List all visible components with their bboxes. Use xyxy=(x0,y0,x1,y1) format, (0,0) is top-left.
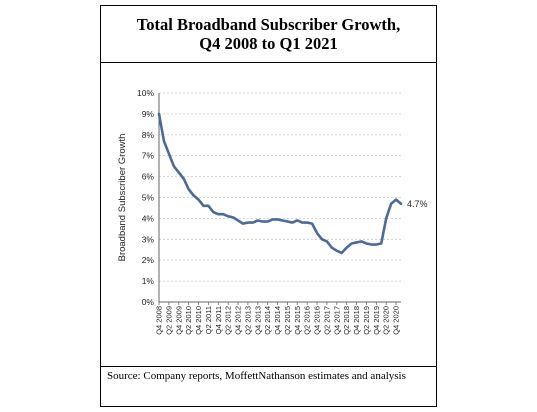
x-tick-label: Q4 2015 xyxy=(293,306,302,335)
labels-layer: 0%1%2%3%4%5%6%7%8%9%10%Q4 2008 Q2 2009 Q4 … xyxy=(117,88,428,335)
gridlines xyxy=(159,92,401,282)
y-tick-label: 6% xyxy=(142,172,155,182)
x-tick-label: Q2 2018 xyxy=(342,306,351,335)
chart-title-box: Total Broadband Subscriber Growth, Q4 20… xyxy=(101,6,436,63)
y-tick-label: 9% xyxy=(142,109,155,119)
x-tick-label: Q2 2012 xyxy=(224,306,233,335)
y-tick-label: 1% xyxy=(142,276,155,286)
x-tick-label: Q4 2020 xyxy=(392,306,401,335)
x-tick-label: Q2 2013 xyxy=(243,306,252,335)
y-axis-title: Broadband Subscriber Growth xyxy=(117,134,128,262)
x-tick-label: Q2 2016 xyxy=(303,306,312,335)
x-tick-label: Q2 2015 xyxy=(283,306,292,335)
x-tick-label: Q2 2014 xyxy=(263,306,272,335)
x-tick-label: Q2 2010 xyxy=(184,306,193,335)
chart-title: Total Broadband Subscriber Growth, Q4 20… xyxy=(133,15,404,53)
chart-frame: Total Broadband Subscriber Growth, Q4 20… xyxy=(100,5,437,407)
x-tick-label: Q4 2014 xyxy=(273,306,282,335)
x-tick-label: Q4 2009 xyxy=(174,306,183,335)
x-tick-label: Q4 2010 xyxy=(194,306,203,335)
y-tick-label: 4% xyxy=(142,213,155,223)
chart-title-line-1: Total Broadband Subscriber Growth, xyxy=(136,15,401,34)
x-tick-label: Q4 2016 xyxy=(313,306,322,335)
x-tick-label: Q2 2011 xyxy=(204,306,213,334)
x-tick-label: Q4 2011 xyxy=(214,306,223,334)
axes xyxy=(158,93,401,305)
y-tick-label: 0% xyxy=(142,297,155,307)
x-tick-label: Q2 2019 xyxy=(362,306,371,335)
line-chart: 0%1%2%3%4%5%6%7%8%9%10%Q4 2008 Q2 2009 Q4 … xyxy=(117,88,428,335)
plot-area: 0% 1% 2% 3% 4% 5% 6% 7% 8% 9% 10% Q4 2008 Q2 2009 Q4 … xyxy=(101,63,436,368)
x-tick-label: Q2 2009 xyxy=(164,306,173,335)
y-tick-label: 7% xyxy=(142,151,155,161)
y-tick-label: 3% xyxy=(142,234,155,244)
series-layer xyxy=(157,112,403,255)
y-tick-label: 2% xyxy=(142,255,155,265)
x-tick-label: Q4 2008 xyxy=(155,306,164,335)
x-tick-label: Q4 2012 xyxy=(234,306,243,335)
y-tick-label: 8% xyxy=(142,130,155,140)
series-line-0 xyxy=(157,112,403,255)
data-label-last: 4.7% xyxy=(407,199,428,209)
x-tick-label: Q2 2017 xyxy=(322,306,331,335)
y-tick-label: 10% xyxy=(137,88,154,98)
x-tick-label: Q4 2017 xyxy=(332,306,341,335)
source-note: Source: Company reports, MoffettNathanso… xyxy=(101,366,436,406)
x-tick-label: Q4 2018 xyxy=(352,306,361,335)
y-tick-label: 5% xyxy=(142,193,155,203)
x-tick-label: Q4 2019 xyxy=(372,306,381,335)
chart-title-line-2: Q4 2008 to Q1 2021 xyxy=(199,34,338,53)
x-tick-label: Q2 2020 xyxy=(382,306,391,335)
x-tick-label: Q4 2013 xyxy=(253,306,262,335)
